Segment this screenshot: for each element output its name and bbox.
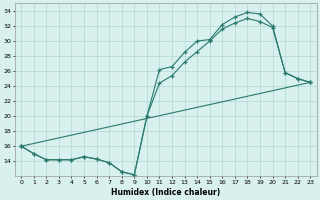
X-axis label: Humidex (Indice chaleur): Humidex (Indice chaleur) <box>111 188 220 197</box>
